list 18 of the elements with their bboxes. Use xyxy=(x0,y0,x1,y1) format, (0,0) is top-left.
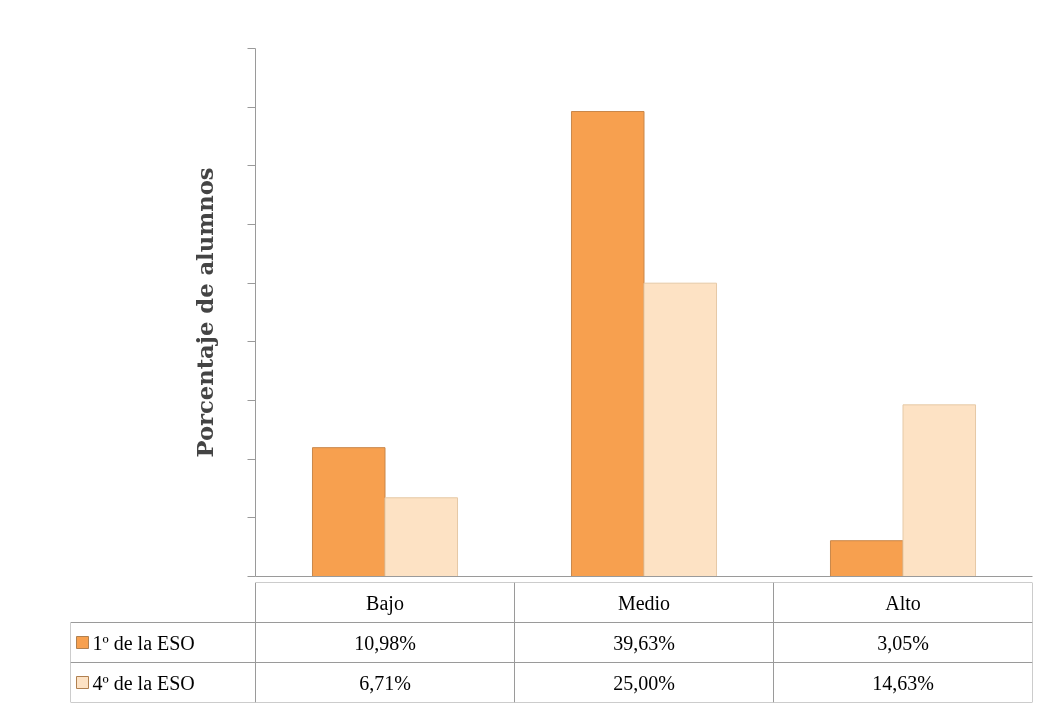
legend-label: 1º de la ESO xyxy=(92,631,195,654)
data-label: 10,98% xyxy=(354,631,416,654)
bar xyxy=(643,282,718,577)
data-label: 39,63% xyxy=(613,631,675,654)
bar xyxy=(384,497,459,577)
y-axis-title: Porcentaje de alumnos xyxy=(191,167,218,458)
data-label: 3,05% xyxy=(877,631,929,654)
data-label: 25,00% xyxy=(613,671,675,694)
legend-label: 4º de la ESO xyxy=(92,671,195,694)
bar xyxy=(570,111,645,577)
bar xyxy=(311,447,386,577)
bar xyxy=(902,404,977,577)
x-tick-label: Bajo xyxy=(366,591,404,615)
x-tick-label: Alto xyxy=(885,591,921,614)
data-label: 6,71% xyxy=(359,671,411,694)
bar xyxy=(829,540,904,577)
x-tick-label: Medio xyxy=(617,591,671,614)
data-label: 14,63% xyxy=(872,671,934,694)
